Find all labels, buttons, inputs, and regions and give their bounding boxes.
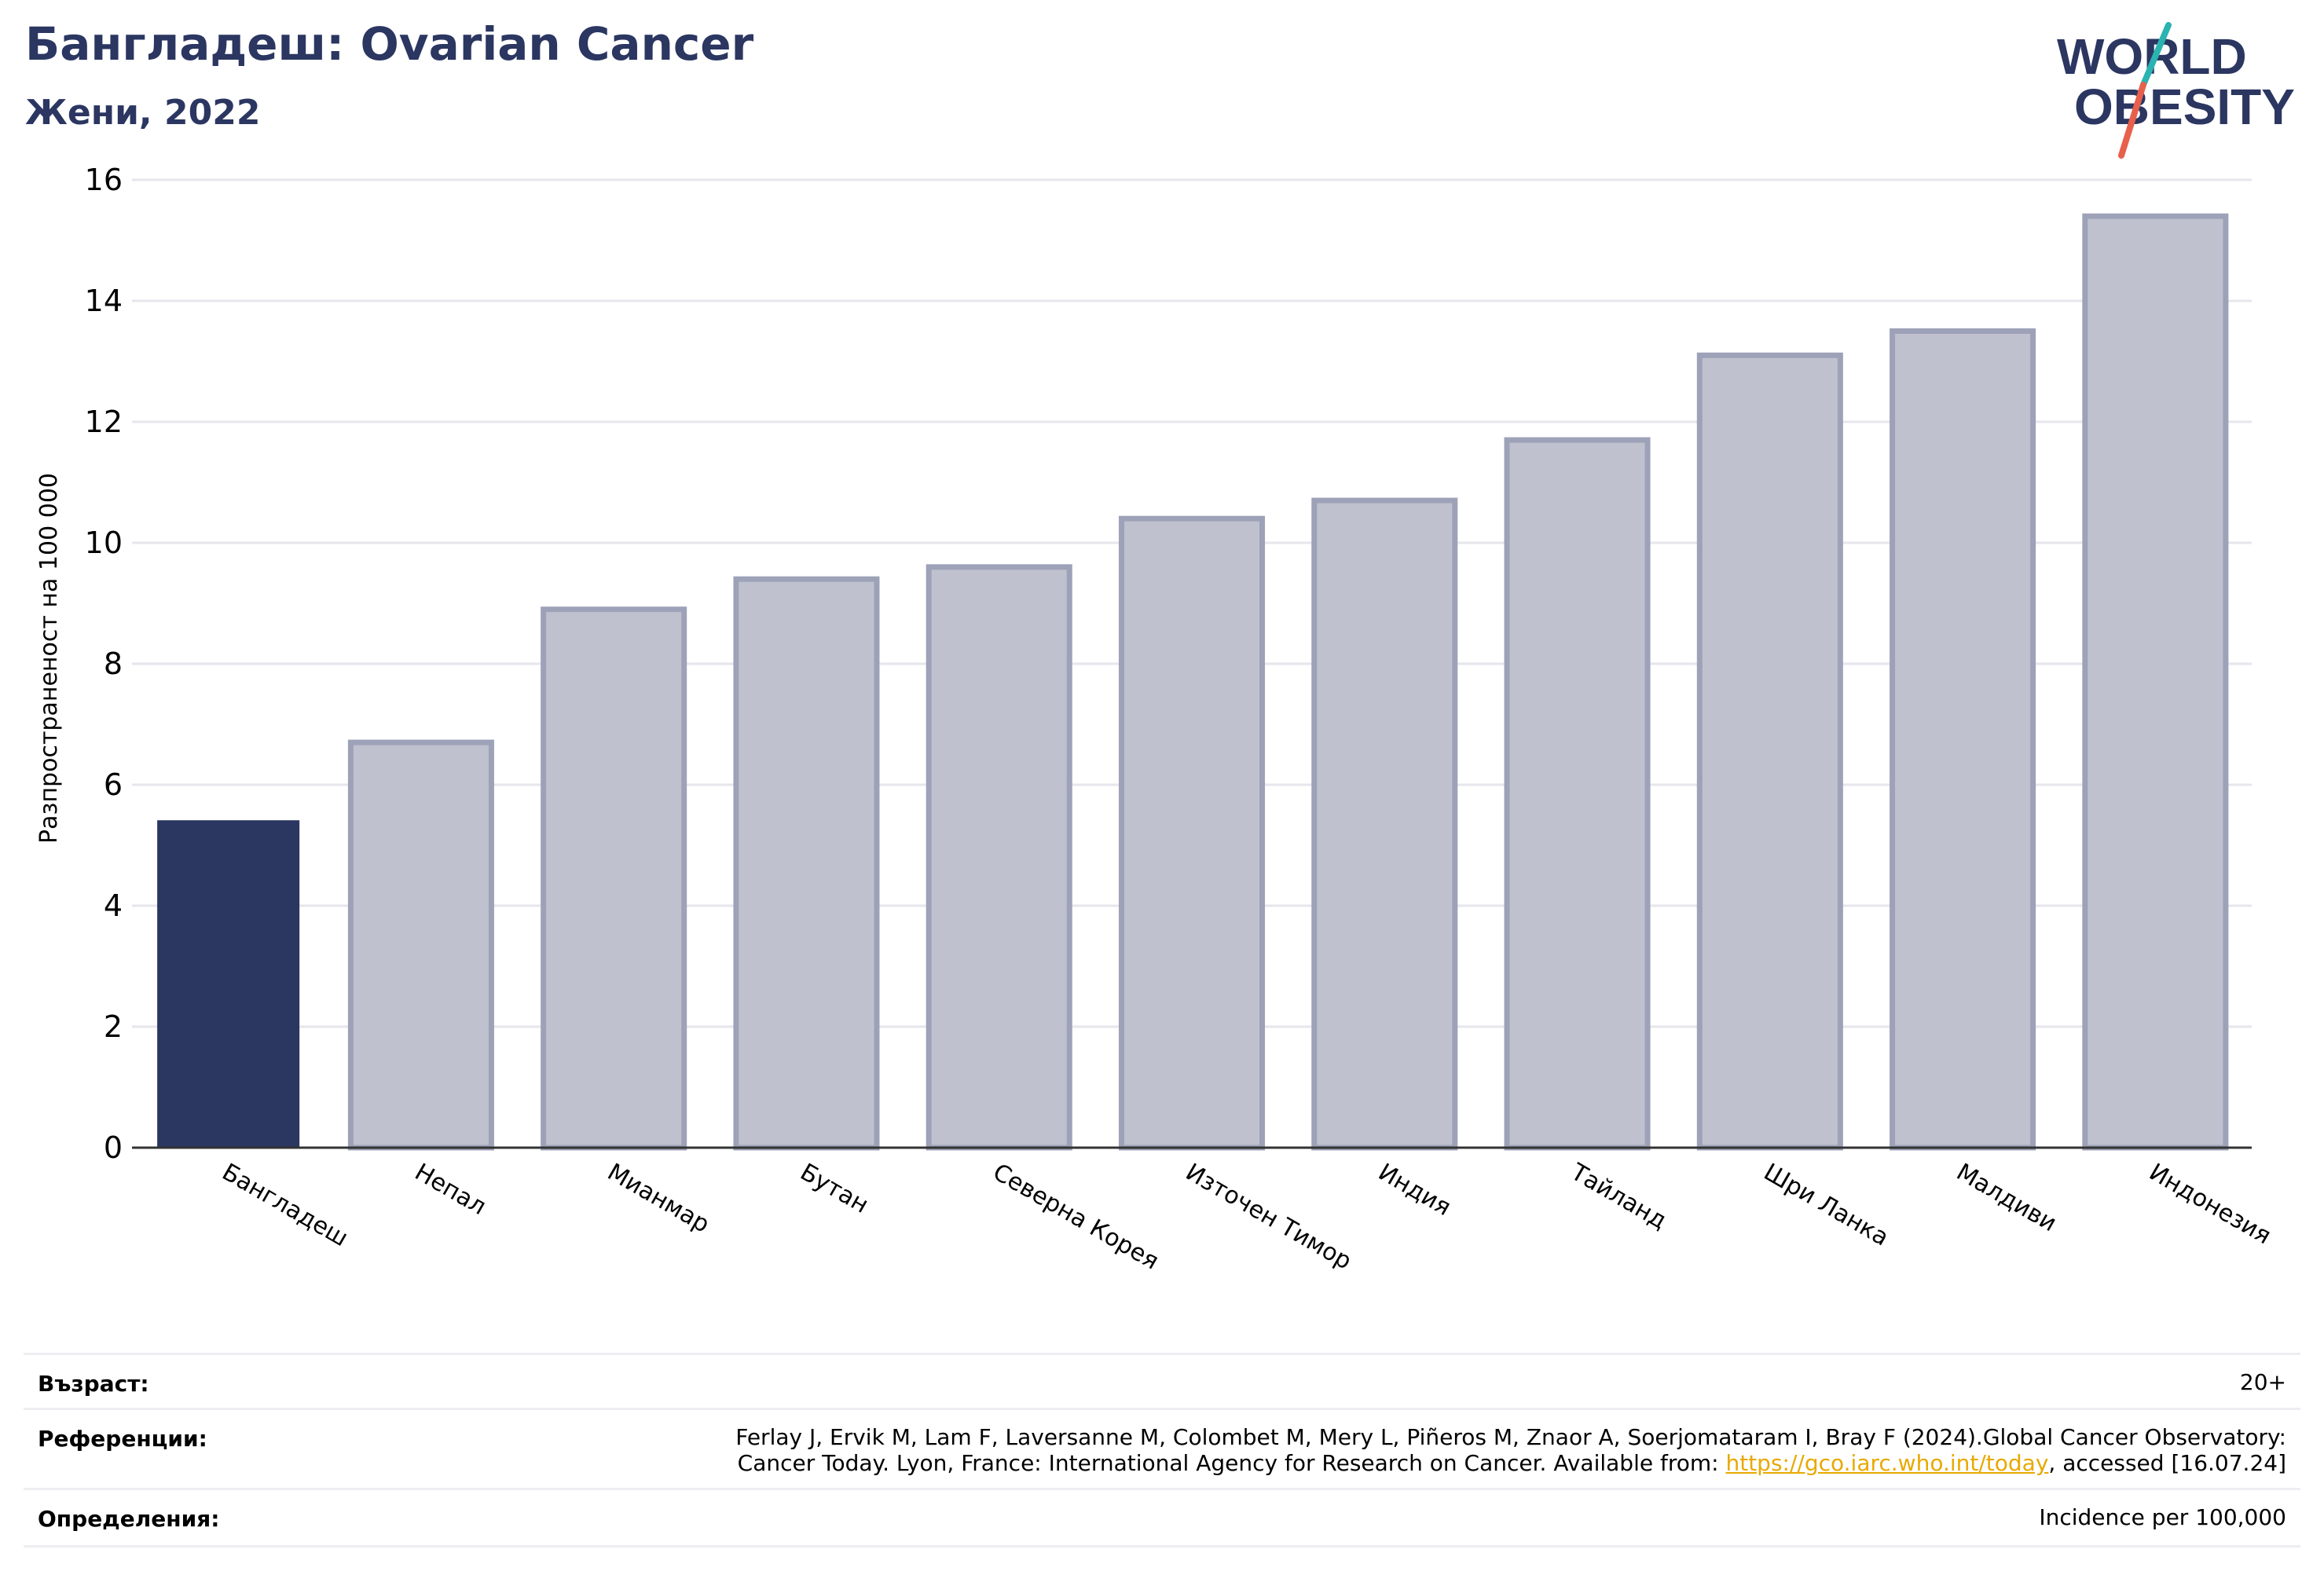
x-tick-labels: Бангладеш Непал Мианмар Бутан Северна Корея И… xyxy=(218,1158,2276,1276)
x-tick-label: Източен Тимор xyxy=(1181,1159,1356,1276)
y-axis-label: Разпространеност на 100 000 xyxy=(35,473,63,844)
x-tick-label: Мианмар xyxy=(603,1159,714,1239)
logo-obesity-text: OBESITY xyxy=(2074,79,2295,135)
bar-1 xyxy=(157,820,300,1148)
page-subtitle: Жени, 2022 xyxy=(25,93,261,133)
bar-8 xyxy=(1504,437,1651,1151)
y-tick-label: 2 xyxy=(104,1009,123,1044)
x-tick-label: Шри Ланка xyxy=(1759,1159,1893,1252)
y-tick-label: 16 xyxy=(85,163,123,197)
references-line-2-start: Cancer Today. Lyon, France: Internationa… xyxy=(737,1450,1726,1476)
references-line-2: Cancer Today. Lyon, France: Internationa… xyxy=(735,1450,2286,1476)
y-tick-label: 6 xyxy=(104,767,123,802)
y-tick-label: 10 xyxy=(85,526,123,560)
x-tick-label: Бутан xyxy=(795,1159,873,1219)
x-tick-label: Тайланд xyxy=(1566,1158,1672,1235)
footer-row-age: Възраст: 20+ xyxy=(24,1353,2300,1410)
y-tick-label: 8 xyxy=(104,646,123,681)
bar-10 xyxy=(1890,328,2036,1151)
x-tick-label: Северна Корея xyxy=(988,1159,1164,1276)
references-line-2-end: , accessed [16.07.24] xyxy=(2048,1450,2286,1476)
x-tick-label: Непал xyxy=(410,1159,491,1221)
bar-9 xyxy=(1696,352,1843,1151)
bars xyxy=(132,213,2252,1151)
bar-7 xyxy=(1311,497,1458,1151)
x-tick-label: Индия xyxy=(1373,1159,1455,1222)
y-tick-label: 12 xyxy=(85,405,123,439)
x-tick-label: Индонезия xyxy=(2144,1159,2275,1251)
bar-3 xyxy=(541,606,687,1151)
footer-row-references: Референции: Ferlay J, Ervik M, Lam F, La… xyxy=(24,1408,2300,1490)
age-value: 20+ xyxy=(2239,1369,2286,1395)
bar-11 xyxy=(2082,213,2229,1151)
x-tick-label: Малдиви xyxy=(1952,1159,2061,1238)
references-text: Ferlay J, Ervik M, Lam F, Laversanne M, … xyxy=(735,1424,2286,1476)
age-label: Възраст: xyxy=(38,1371,149,1397)
y-tick-label: 4 xyxy=(104,888,123,923)
definitions-value: Incidence per 100,000 xyxy=(2039,1504,2286,1530)
page-title: Бангладеш: Ovarian Cancer xyxy=(25,17,754,71)
bar-5 xyxy=(926,564,1072,1151)
bar-6 xyxy=(1118,515,1266,1151)
footer-row-definitions: Определения: Incidence per 100,000 xyxy=(24,1488,2300,1548)
logo-slash-top xyxy=(2140,22,2172,88)
x-tick-label: Бангладеш xyxy=(218,1159,353,1253)
definitions-label: Определения: xyxy=(38,1506,220,1532)
y-tick-labels: 0 2 4 6 8 10 12 14 16 xyxy=(85,163,123,1165)
y-tick-label: 14 xyxy=(85,284,123,318)
references-label: Референции: xyxy=(38,1426,207,1452)
references-line-1: Ferlay J, Ervik M, Lam F, Laversanne M, … xyxy=(735,1424,2286,1450)
y-tick-label: 0 xyxy=(104,1130,123,1165)
logo-slash-bottom xyxy=(2118,82,2146,159)
world-obesity-logo: WORLD OBESITY xyxy=(2057,22,2295,159)
gco-link[interactable]: https://gco.iarc.who.int/today xyxy=(1725,1450,2049,1476)
bar-4 xyxy=(733,576,880,1151)
bar-chart: 0 2 4 6 8 10 12 14 16 Бангладеш Непал Мианмар Бутан… xyxy=(35,163,2276,1276)
bar-2 xyxy=(347,739,494,1151)
